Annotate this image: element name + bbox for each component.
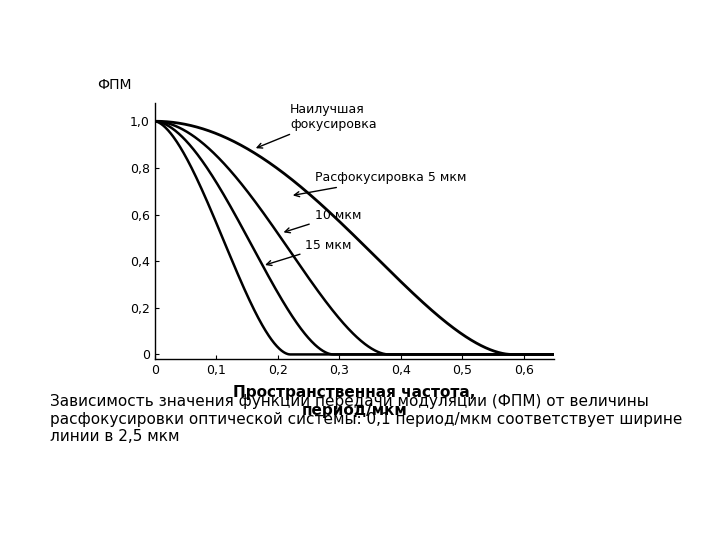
- Text: Зависимость значения функции передачи модуляции (ФПМ) от величины
расфокусировки: Зависимость значения функции передачи мо…: [50, 394, 683, 444]
- Text: 15 мкм: 15 мкм: [266, 239, 352, 266]
- Y-axis label: ФПМ: ФПМ: [98, 78, 132, 92]
- X-axis label: Пространственная частота,
период/мкм: Пространственная частота, период/мкм: [233, 386, 476, 418]
- Text: Наилучшая
фокусировка: Наилучшая фокусировка: [257, 103, 377, 148]
- Text: Расфокусировка 5 мкм: Расфокусировка 5 мкм: [294, 171, 466, 197]
- Text: 10 мкм: 10 мкм: [285, 208, 361, 233]
